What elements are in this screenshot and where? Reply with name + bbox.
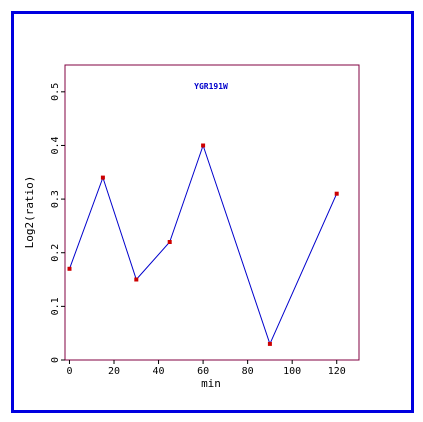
x-tick-label: 80 xyxy=(242,366,254,377)
y-tick-label: 0.5 xyxy=(50,83,61,101)
y-tick-label: 0.2 xyxy=(50,244,61,262)
x-tick-label: 0 xyxy=(66,366,72,377)
x-tick-label: 60 xyxy=(197,366,209,377)
data-point xyxy=(134,277,139,282)
x-tick-label: 120 xyxy=(328,366,346,377)
data-series xyxy=(67,143,339,346)
data-point xyxy=(334,191,339,196)
chart-frame xyxy=(11,11,414,413)
data-point xyxy=(267,341,272,346)
x-axis-title: min xyxy=(201,377,221,390)
y-axis-title: Log2(ratio) xyxy=(23,176,36,249)
data-point xyxy=(100,175,105,180)
data-point xyxy=(167,240,172,244)
data-point xyxy=(67,266,72,271)
x-tick-label: 20 xyxy=(108,366,120,377)
y-tick-label: 0 xyxy=(50,357,61,363)
y-tick-label: 0.4 xyxy=(50,136,61,154)
data-point xyxy=(201,143,206,148)
y-tick-label: 0.1 xyxy=(50,297,61,315)
x-tick-label: 40 xyxy=(153,366,165,377)
x-tick-label: 100 xyxy=(283,366,301,377)
chart-title: YGR191W xyxy=(194,82,228,91)
y-tick-label: 0.3 xyxy=(50,190,61,208)
series-line xyxy=(69,143,338,346)
axis-ticks: 0 20 40 60 80 100 120 0 0.1 0.2 0.3 0.4 0.5 xyxy=(50,83,346,377)
plot-area xyxy=(64,64,360,361)
